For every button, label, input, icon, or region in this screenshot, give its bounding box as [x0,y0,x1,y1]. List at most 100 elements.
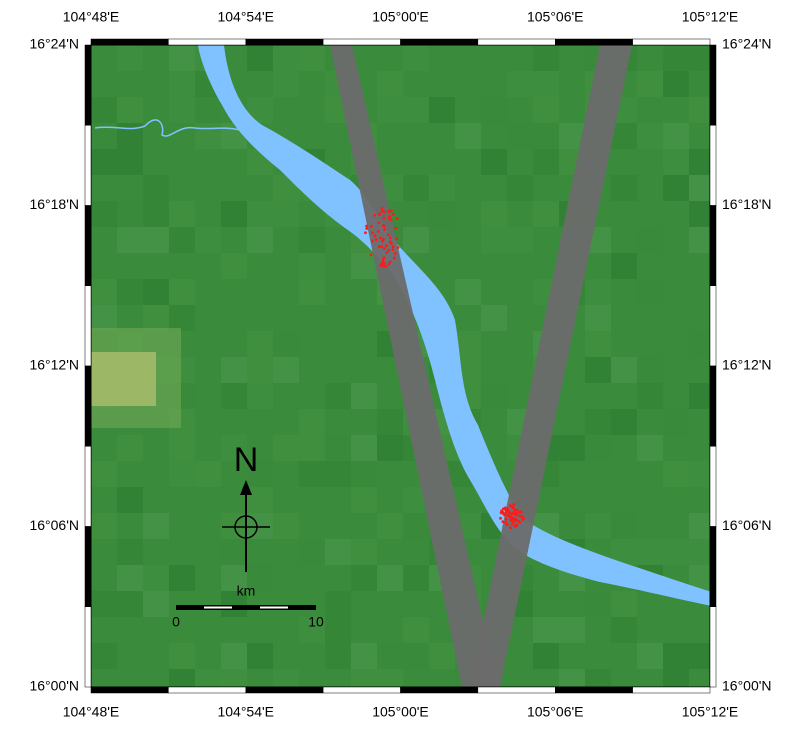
terrain-cell [91,352,156,406]
detection-dot [388,215,391,218]
terrain-cell [169,669,195,687]
terrain-cell [689,45,710,71]
frame-segment [245,686,324,694]
terrain-cell [247,227,273,253]
terrain-cell [585,435,611,461]
detection-dot [370,224,373,228]
terrain-cell [481,149,507,175]
scale-bar-segment [260,606,288,609]
terrain-cell [403,97,429,123]
frame-segment [555,686,633,694]
terrain-cell [143,513,169,539]
detection-dot [377,221,381,225]
terrain-cell [169,643,195,669]
terrain-cell [351,253,377,279]
detection-dot [373,234,377,238]
terrain-cell [689,643,710,669]
detection-dot [365,227,369,230]
terrain-cell [221,253,247,279]
terrain-cell [247,643,273,669]
detection-dot [505,506,508,510]
terrain-cell [585,669,611,687]
terrain-cell [689,513,710,539]
north-label: N [234,441,259,479]
terrain-cell [117,227,143,253]
terrain-cell [247,331,273,357]
detection-dot [511,516,515,520]
stream [94,119,241,137]
detection-dot [382,224,386,228]
terrain-cell [663,71,689,97]
detection-dot [379,236,382,240]
terrain-cell [585,409,611,435]
terrain-cell [481,305,507,331]
detection-dot [518,520,522,524]
detection-dot [383,210,386,214]
scale-bar-segment [204,606,232,609]
terrain-cell [637,539,663,565]
detection-dot [395,237,399,241]
detection-dot [522,517,525,521]
terrain-cell [507,123,533,149]
detection-dot [512,502,516,506]
terrain-cell [585,331,611,357]
terrain-cell [247,201,273,227]
frame-segment [400,686,479,694]
detection-dot [509,519,513,523]
frame-segment [632,38,711,46]
terrain-cell [91,149,117,175]
river [198,45,710,606]
terrain-cell [429,97,455,123]
terrain-cell [169,305,195,331]
terrain-cell [559,617,585,643]
terrain-cell [663,175,689,201]
terrain-cell [637,279,663,305]
terrain-cell [325,435,351,461]
frame-segment [90,38,169,46]
terrain-cell [143,565,169,591]
terrain-cell [273,201,299,227]
detection-dot [504,517,508,521]
terrain-cell [169,279,195,305]
terrain-cell [169,45,195,71]
terrain-cell [429,175,455,201]
terrain-cell [117,149,143,175]
terrain-cell [351,487,377,513]
terrain-cell [273,669,299,687]
terrain-cell [117,435,143,461]
terrain-cell [351,383,377,409]
terrain-cell [117,97,143,123]
terrain-cell [377,643,403,669]
terrain-cell [117,565,143,591]
frame-segment [400,38,479,46]
terrain-cell [611,591,637,617]
terrain-cell [195,669,221,687]
terrain-cell [611,175,637,201]
frame-segment [84,285,92,367]
detection-dot [504,521,508,525]
terrain-cell [689,97,710,123]
detection-dot [382,246,386,250]
frame-segment [84,125,92,206]
scale-bar-body [176,605,316,610]
terrain-cell [663,45,689,71]
frame-segment [709,606,717,688]
lon-label: 104°48'E [63,704,120,720]
graticule-labels: 104°48'E 104°48'E 104°54'E 104°54'E 105°00'E… [29,9,771,720]
frame-segment [168,38,246,46]
terrain-cell [299,435,325,461]
detection-dot [386,233,390,237]
terrain-cell [117,201,143,227]
terrain-cell [663,669,689,687]
frame-segment [477,38,556,46]
frame-segment [322,38,401,46]
frame-segment [709,526,717,607]
detection-dot [391,248,395,252]
detection-dot [395,217,399,221]
terrain-cell [403,175,429,201]
terrain-cell [377,97,403,123]
terrain-cell [273,331,299,357]
terrain-cell [637,357,663,383]
terrain-cell [299,227,325,253]
terrain-cell [247,565,273,591]
